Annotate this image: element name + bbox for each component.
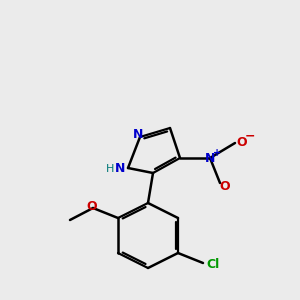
Text: +: + xyxy=(213,148,221,158)
Text: N: N xyxy=(133,128,143,142)
Text: O: O xyxy=(220,179,230,193)
Text: H: H xyxy=(106,164,114,174)
Text: −: − xyxy=(245,130,255,142)
Text: N: N xyxy=(205,152,215,164)
Text: O: O xyxy=(237,136,247,148)
Text: O: O xyxy=(87,200,97,214)
Text: Cl: Cl xyxy=(206,259,220,272)
Text: N: N xyxy=(115,163,125,176)
